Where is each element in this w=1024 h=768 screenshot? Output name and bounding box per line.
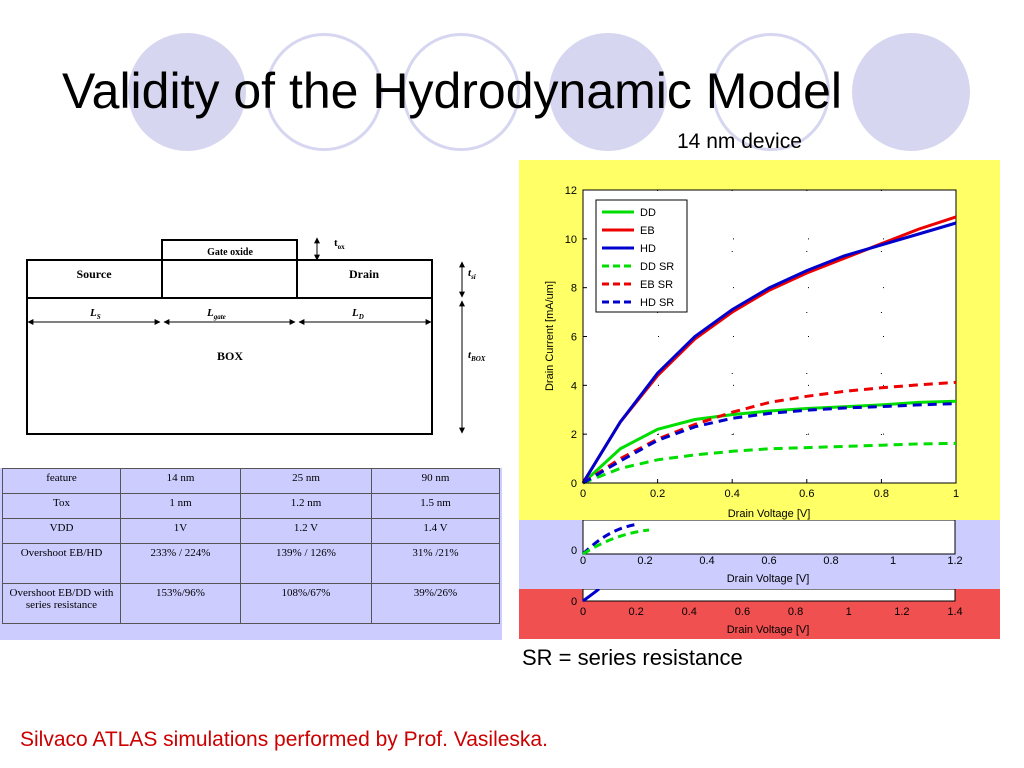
- back-x-tick-label: 1: [890, 555, 896, 567]
- table-cell: 139% / 126%: [240, 543, 372, 584]
- back-x-tick-label: 0: [580, 555, 586, 567]
- table-cell: Overshoot EB/HD: [2, 543, 121, 584]
- decor-circle: [549, 33, 667, 151]
- x-tick-label: 1: [953, 488, 959, 500]
- y-axis-label: Drain Current [mA/um]: [544, 281, 556, 391]
- back-x-tick-label: 0.6: [761, 555, 776, 567]
- x-tick-label: 0: [580, 488, 586, 500]
- back-x-tick-label: 1: [846, 606, 852, 618]
- back-x-tick-label: 0.2: [628, 606, 643, 618]
- decor-circle: [852, 33, 970, 151]
- back-x-tick-label: 0.6: [735, 606, 750, 618]
- gate-oxide-label: Gate oxide: [207, 247, 253, 258]
- tbox-label: tBOX: [468, 349, 486, 363]
- table-cell: Tox: [2, 493, 121, 519]
- decor-circle: [712, 33, 830, 151]
- table-header-cell: feature: [2, 468, 121, 494]
- table-panel: feature 14 nm 25 nm 90 nm Tox 1 nm 1.2 n…: [0, 468, 502, 640]
- back-x-tick-label: 0.2: [637, 555, 652, 567]
- back-x-tick-label: 0.4: [699, 555, 714, 567]
- table-cell: 108%/67%: [240, 583, 372, 624]
- legend-label: EB: [640, 225, 655, 237]
- x-tick-label: 0.2: [650, 488, 665, 500]
- y-tick-label: 10: [565, 234, 577, 246]
- device-diagram: Gate oxide Source Drain BOX LS Lgate LD …: [26, 237, 486, 435]
- back-x-tick-label: 0.4: [682, 606, 697, 618]
- credit-text: Silvaco ATLAS simulations performed by P…: [20, 728, 548, 751]
- x-axis-label: Drain Voltage [V]: [728, 508, 811, 520]
- table-header-cell: 90 nm: [371, 468, 500, 494]
- table-row: Overshoot EB/DD with series resistance 1…: [2, 583, 500, 624]
- tsi-label: tsi: [468, 267, 476, 281]
- series-line-hd-sr: [582, 402, 957, 485]
- back-lavender-xlabel: Drain Voltage [V]: [727, 573, 810, 585]
- table-cell: 39%/26%: [371, 583, 500, 624]
- y-tick-label: 8: [571, 283, 577, 295]
- box-layer: [26, 297, 433, 435]
- series-line-hd: [581, 221, 957, 484]
- table-row: VDD 1V 1.2 V 1.4 V: [2, 518, 500, 544]
- back-x-tick-label: 0.8: [823, 555, 838, 567]
- legend-label: DD: [640, 207, 656, 219]
- back-x-tick-label: 0.8: [788, 606, 803, 618]
- table-header-cell: 25 nm: [240, 468, 372, 494]
- series-line-dd-sr: [582, 441, 957, 485]
- table-cell: 1.5 nm: [371, 493, 500, 519]
- back-x-tick-label: 1.2: [947, 555, 962, 567]
- back-chart-lavender: 0 0 0.2 0.4 0.6 0.8 1 1.2 Drain Voltage [V]: [571, 520, 963, 585]
- legend-label: HD: [640, 243, 656, 255]
- lgate-label: Lgate: [206, 307, 226, 321]
- table-cell: VDD: [2, 518, 121, 544]
- back-lavender-y0: 0: [571, 545, 577, 557]
- y-tick-label: 6: [571, 332, 577, 344]
- back-chart-red: 0 0 0.2 0.4 0.6 0.8 1 1.2 1.4 Drain Voltage [V]: [571, 589, 963, 636]
- back-x-tick-label: 1.4: [947, 606, 962, 618]
- x-tick-label: 0.4: [725, 488, 740, 500]
- decor-circle: [402, 33, 520, 151]
- table-cell: Overshoot EB/DD with series resistance: [2, 583, 121, 624]
- decor-circle: [128, 33, 246, 151]
- back-red-xlabel: Drain Voltage [V]: [727, 624, 810, 636]
- chart-subtitle: 14 nm device: [677, 130, 802, 153]
- table-cell: 1 nm: [120, 493, 241, 519]
- table-cell: 1V: [120, 518, 241, 544]
- slide-title: Validity of the Hydrodynamic Model: [62, 63, 842, 119]
- legend-label: HD SR: [640, 297, 674, 309]
- y-tick-label: 2: [571, 429, 577, 441]
- x-tick-label: 0.6: [799, 488, 814, 500]
- series-line-dd: [581, 399, 957, 485]
- footnote-series-resistance: SR = series resistance: [522, 645, 743, 670]
- source-label: Source: [76, 267, 112, 281]
- legend-label: DD SR: [640, 261, 674, 273]
- main-chart: 0 0.2 0.4 0.6 0.8 1 0 2 4 6 8 10 12 Drain Voltage […: [544, 185, 959, 520]
- back-x-tick-label: 0: [580, 606, 586, 618]
- y-tick-label: 12: [565, 185, 577, 197]
- table-cell: 31% /21%: [371, 543, 500, 584]
- table-cell: 233% / 224%: [120, 543, 241, 584]
- ld-label: LD: [351, 307, 364, 321]
- table-cell: 1.4 V: [371, 518, 500, 544]
- ls-label: LS: [89, 307, 101, 321]
- chart-legend: DD EB HD DD SR EB SR HD SR: [595, 199, 688, 313]
- comparison-table: feature 14 nm 25 nm 90 nm Tox 1 nm 1.2 n…: [2, 468, 500, 624]
- table-row: Tox 1 nm 1.2 nm 1.5 nm: [2, 493, 500, 519]
- legend-label: EB SR: [640, 279, 673, 291]
- y-tick-label: 4: [571, 380, 577, 392]
- legend-box: [595, 199, 688, 313]
- y-tick-label: 0: [571, 478, 577, 490]
- table-header-row: feature 14 nm 25 nm 90 nm: [2, 468, 500, 494]
- drain-label: Drain: [349, 267, 379, 281]
- table-header-cell: 14 nm: [120, 468, 241, 494]
- box-label: BOX: [217, 349, 243, 363]
- back-red-y0: 0: [571, 596, 577, 608]
- table-cell: 1.2 nm: [240, 493, 372, 519]
- decor-circle: [265, 33, 383, 151]
- back-x-tick-label: 1.2: [894, 606, 909, 618]
- x-tick-label: 0.8: [874, 488, 889, 500]
- table-cell: 153%/96%: [120, 583, 241, 624]
- table-row: Overshoot EB/HD 233% / 224% 139% / 126% …: [2, 543, 500, 584]
- table-cell: 1.2 V: [240, 518, 372, 544]
- tox-label: tox: [334, 237, 345, 251]
